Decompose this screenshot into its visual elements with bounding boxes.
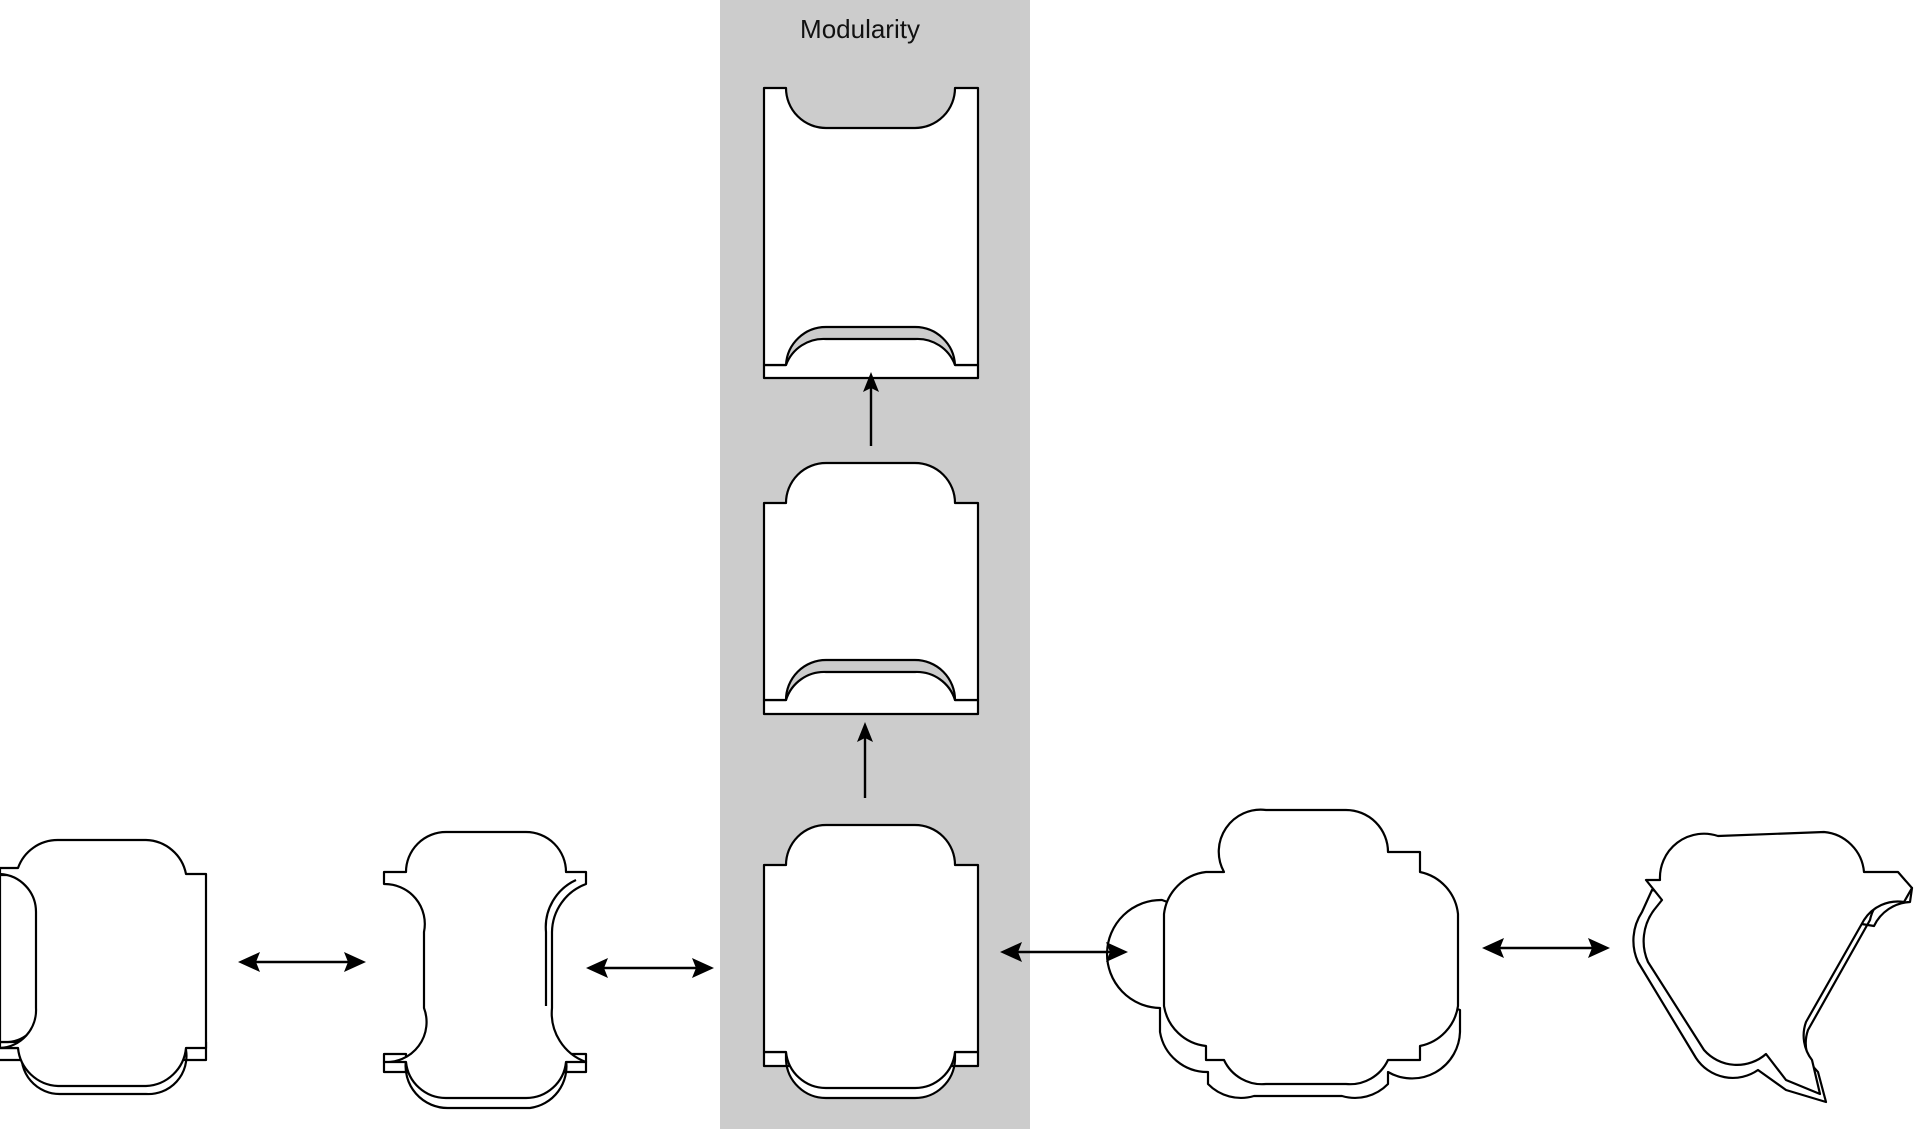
column-title: Modularity [800, 14, 920, 44]
piece-left-edge [0, 838, 208, 1096]
arrows [238, 372, 1610, 978]
piece-left [382, 830, 588, 1110]
arrow-left-edge-left [238, 952, 366, 972]
arrow-cross-corner [1482, 938, 1610, 958]
arrow-base-middle [857, 722, 873, 798]
piece-cross [1105, 808, 1462, 1099]
piece-top [762, 86, 980, 380]
piece-middle [762, 461, 980, 716]
piece-base [762, 823, 980, 1100]
arrow-middle-top [863, 372, 879, 446]
piece-corner [1632, 830, 1914, 1104]
arrow-base-cross [1000, 942, 1128, 962]
arrow-left-base [586, 958, 714, 978]
